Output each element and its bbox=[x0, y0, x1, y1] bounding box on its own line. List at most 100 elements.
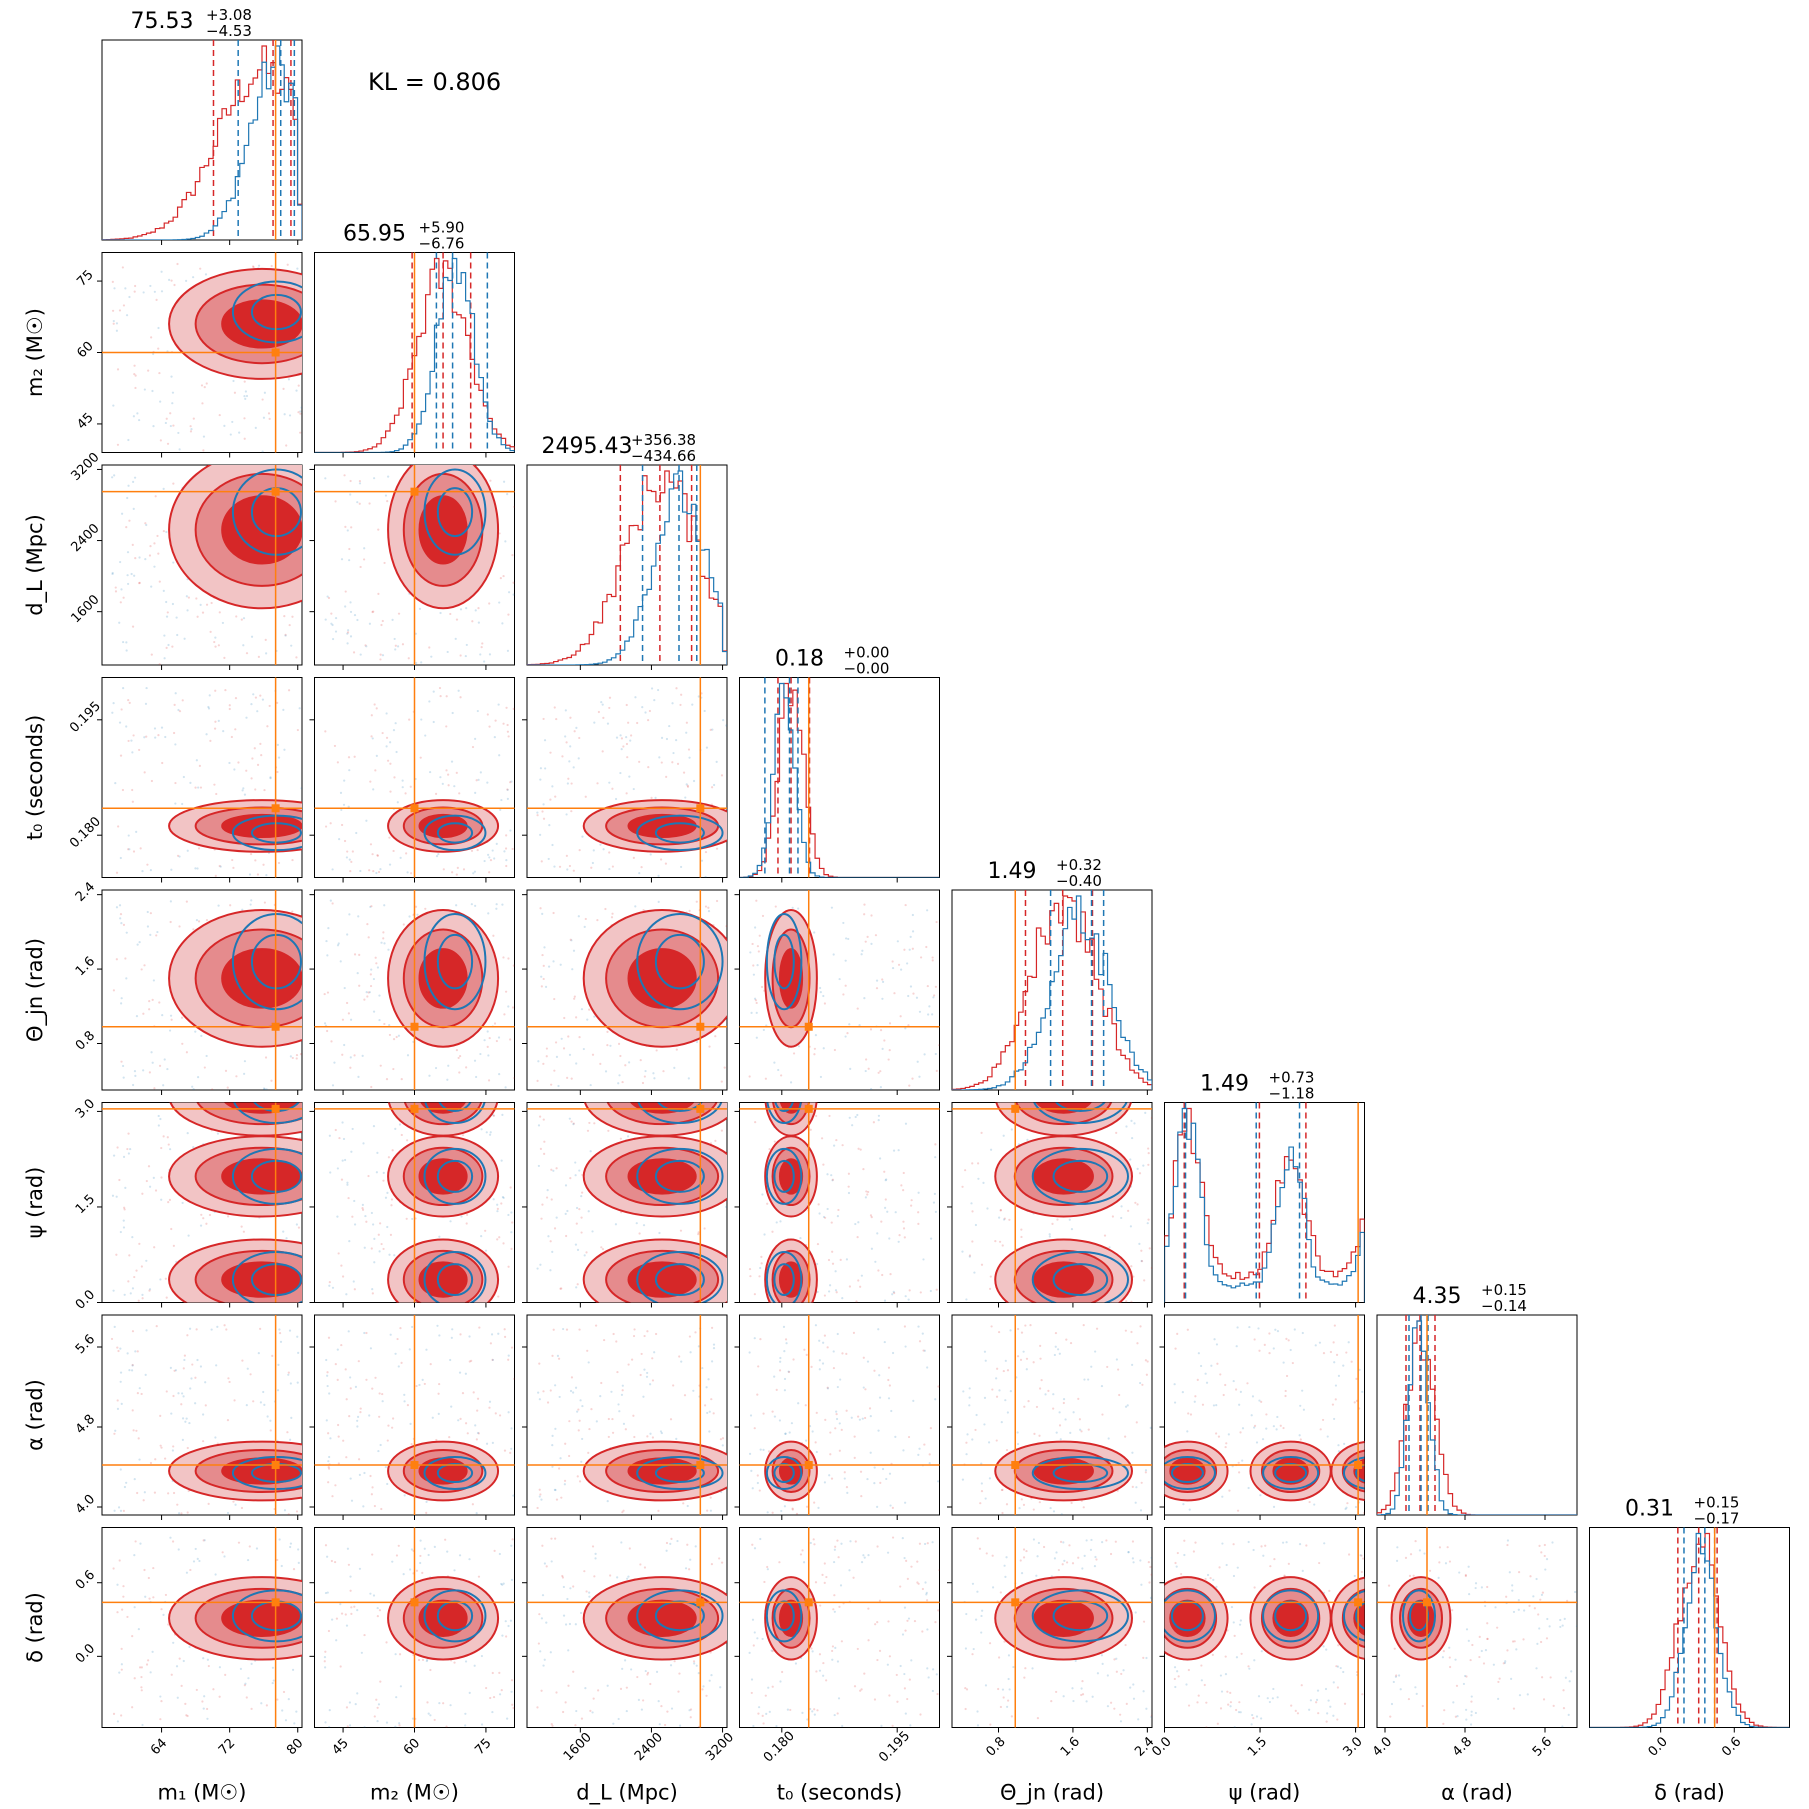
scatter-point bbox=[345, 1624, 349, 1627]
scatter-point bbox=[878, 1396, 882, 1399]
scatter-point bbox=[119, 913, 123, 916]
scatter-point bbox=[888, 1472, 892, 1475]
scatter-point bbox=[1079, 1428, 1082, 1431]
scatter-point bbox=[131, 1364, 134, 1367]
scatter-point bbox=[1193, 1400, 1196, 1403]
title-lower-error: −0.40 bbox=[1056, 872, 1102, 890]
scatter-point bbox=[284, 633, 287, 636]
scatter-point bbox=[607, 1435, 610, 1439]
scatter-point bbox=[300, 787, 302, 790]
scatter-point bbox=[553, 1227, 557, 1230]
scatter-point bbox=[574, 1174, 577, 1177]
scatter-point bbox=[823, 1562, 826, 1565]
scatter-point bbox=[902, 1449, 905, 1452]
scatter-point bbox=[566, 1076, 569, 1079]
scatter-point bbox=[931, 1689, 934, 1693]
scatter-point bbox=[835, 1291, 838, 1294]
scatter-point bbox=[395, 1554, 399, 1557]
scatter-point bbox=[380, 1507, 383, 1511]
scatter-point bbox=[907, 1617, 911, 1620]
scatter-point bbox=[1196, 1378, 1199, 1381]
scatter-point bbox=[817, 1506, 820, 1509]
scatter-point bbox=[498, 1236, 501, 1239]
scatter-point bbox=[863, 997, 866, 1000]
scatter-point bbox=[197, 847, 201, 850]
scatter-point bbox=[553, 997, 556, 1001]
scatter-point bbox=[123, 1206, 126, 1209]
scatter-point bbox=[427, 1712, 430, 1715]
scatter-point bbox=[1255, 1441, 1259, 1444]
scatter-point bbox=[489, 1342, 492, 1345]
scatter-point bbox=[165, 646, 168, 649]
scatter-point bbox=[1140, 1259, 1143, 1263]
scatter-point bbox=[328, 1709, 331, 1712]
scatter-point bbox=[127, 739, 130, 743]
scatter-point bbox=[771, 1685, 774, 1688]
scatter-point bbox=[642, 1699, 645, 1702]
scatter-point bbox=[167, 1201, 170, 1204]
scatter-point bbox=[382, 931, 385, 934]
scatter-point bbox=[704, 905, 708, 908]
scatter-point bbox=[1236, 1509, 1240, 1512]
scatter-point bbox=[257, 1352, 260, 1355]
scatter-point bbox=[688, 1568, 691, 1571]
scatter-point bbox=[904, 903, 907, 907]
scatter-point bbox=[140, 1392, 143, 1396]
scatter-point bbox=[562, 1327, 565, 1331]
scatter-point bbox=[164, 1593, 168, 1597]
scatter-point bbox=[133, 1606, 136, 1609]
scatter-point bbox=[551, 843, 554, 847]
scatter-point bbox=[695, 900, 698, 903]
scatter-point bbox=[838, 977, 841, 981]
scatter-point bbox=[580, 1216, 583, 1219]
scatter-point bbox=[819, 991, 822, 994]
scatter-point bbox=[119, 917, 122, 920]
panel-content bbox=[527, 1527, 727, 1728]
scatter-point bbox=[579, 1399, 582, 1402]
scatter-point bbox=[572, 1123, 575, 1126]
scatter-point bbox=[361, 1203, 364, 1206]
scatter-point bbox=[165, 1296, 168, 1299]
scatter-point bbox=[497, 1036, 501, 1039]
scatter-point bbox=[180, 1016, 184, 1019]
panel-content bbox=[102, 1315, 302, 1515]
scatter-point bbox=[633, 1435, 636, 1439]
contour-series-b bbox=[765, 1251, 803, 1303]
scatter-point bbox=[289, 1438, 292, 1441]
scatter-point bbox=[153, 565, 156, 568]
scatter-point bbox=[189, 1387, 192, 1390]
scatter-point bbox=[222, 730, 225, 733]
scatter-point bbox=[157, 347, 160, 350]
scatter-point bbox=[366, 923, 369, 926]
scatter-point bbox=[608, 706, 611, 710]
scatter-point bbox=[383, 1022, 386, 1026]
scatter-point bbox=[149, 1671, 152, 1674]
scatter-point bbox=[761, 1637, 764, 1641]
scatter-point bbox=[686, 784, 689, 787]
scatter-point bbox=[1241, 1459, 1244, 1462]
scatter-point bbox=[849, 1067, 852, 1070]
scatter-point bbox=[908, 1678, 911, 1681]
y-tick-label: 0.8 bbox=[73, 1028, 98, 1053]
scatter-point bbox=[371, 1288, 374, 1291]
x-tick-label: 64 bbox=[148, 1736, 170, 1758]
scatter-point bbox=[771, 1650, 774, 1653]
scatter-point bbox=[803, 1348, 806, 1351]
x-tick-label: 2400 bbox=[632, 1730, 666, 1764]
scatter-point bbox=[147, 369, 150, 372]
scatter-point bbox=[247, 1677, 250, 1680]
scatter-point bbox=[853, 1685, 857, 1688]
contour-series-b bbox=[1274, 1463, 1308, 1483]
scatter-point bbox=[115, 1195, 118, 1198]
scatter-point bbox=[1038, 1501, 1041, 1504]
scatter-point bbox=[324, 1650, 327, 1653]
scatter-point bbox=[349, 1387, 352, 1390]
scatter-point bbox=[847, 937, 850, 941]
scatter-point bbox=[139, 847, 142, 850]
scatter-point bbox=[207, 707, 211, 710]
scatter-point bbox=[283, 614, 286, 618]
scatter-point bbox=[497, 703, 500, 706]
scatter-point bbox=[602, 848, 605, 851]
scatter-point bbox=[918, 1340, 922, 1343]
scatter-point bbox=[1002, 1134, 1005, 1137]
